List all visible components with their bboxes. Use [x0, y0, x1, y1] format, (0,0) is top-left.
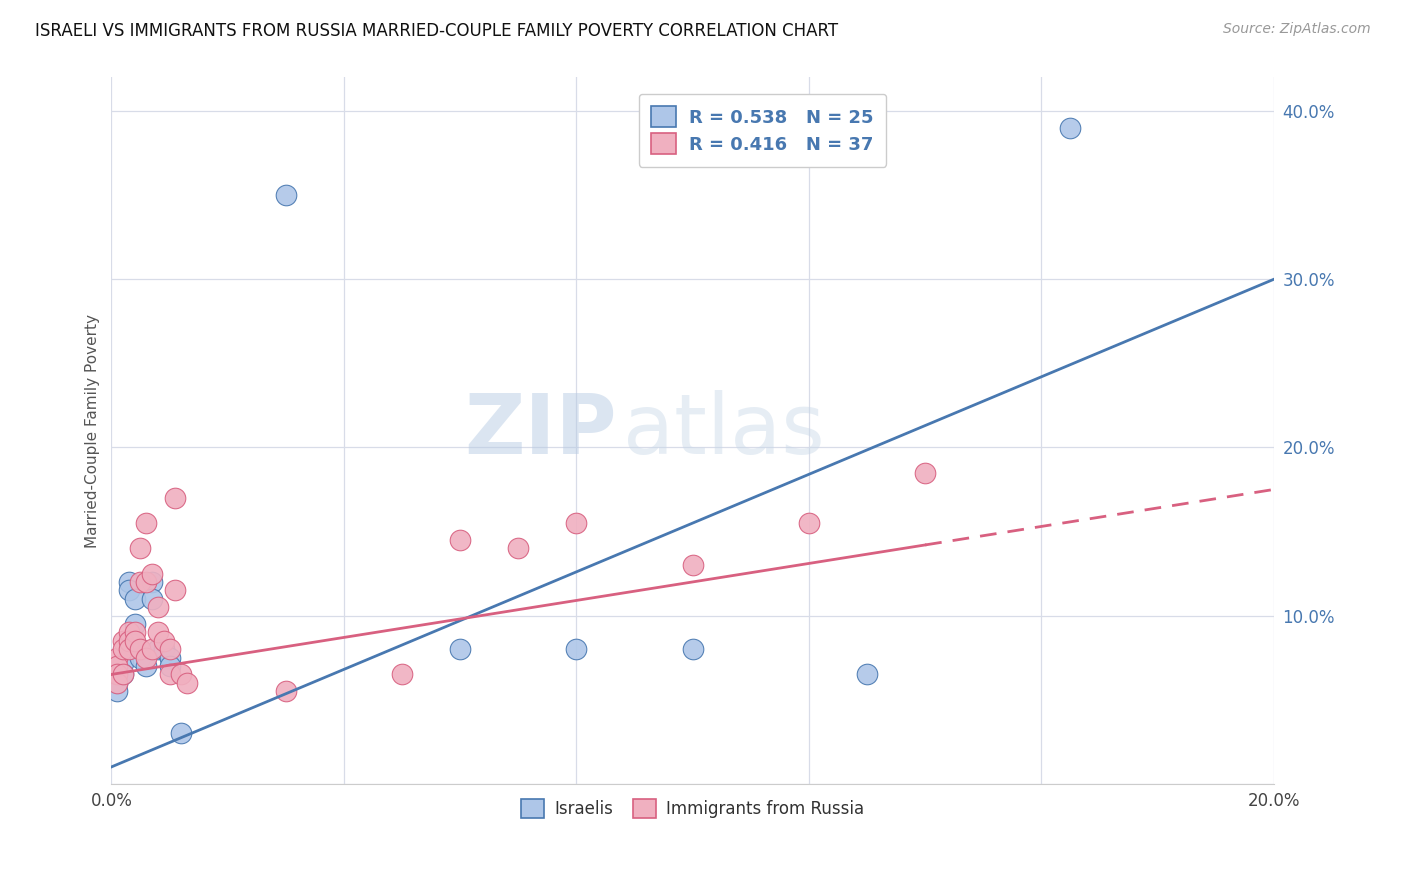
Point	[124, 633, 146, 648]
Point	[176, 676, 198, 690]
Point	[118, 583, 141, 598]
Point	[124, 625, 146, 640]
Text: atlas: atlas	[623, 390, 825, 471]
Point	[159, 650, 181, 665]
Point	[797, 516, 820, 530]
Point	[129, 642, 152, 657]
Point	[112, 656, 135, 670]
Point	[274, 684, 297, 698]
Point	[141, 574, 163, 589]
Text: ZIP: ZIP	[464, 390, 617, 471]
Point	[165, 583, 187, 598]
Point	[141, 642, 163, 657]
Point	[124, 591, 146, 606]
Point	[159, 667, 181, 681]
Point	[112, 642, 135, 657]
Point	[449, 533, 471, 547]
Text: ISRAELI VS IMMIGRANTS FROM RUSSIA MARRIED-COUPLE FAMILY POVERTY CORRELATION CHAR: ISRAELI VS IMMIGRANTS FROM RUSSIA MARRIE…	[35, 22, 838, 40]
Point	[1059, 120, 1081, 135]
Point	[152, 633, 174, 648]
Point	[129, 650, 152, 665]
Point	[112, 667, 135, 681]
Point	[105, 676, 128, 690]
Point	[118, 633, 141, 648]
Point	[112, 633, 135, 648]
Point	[141, 566, 163, 581]
Y-axis label: Married-Couple Family Poverty: Married-Couple Family Poverty	[86, 314, 100, 548]
Point	[159, 659, 181, 673]
Point	[165, 491, 187, 505]
Point	[146, 642, 169, 657]
Point	[159, 642, 181, 657]
Point	[146, 625, 169, 640]
Point	[118, 574, 141, 589]
Point	[129, 642, 152, 657]
Point	[135, 516, 157, 530]
Point	[135, 574, 157, 589]
Point	[105, 667, 128, 681]
Point	[170, 667, 193, 681]
Point	[508, 541, 530, 556]
Legend: Israelis, Immigrants from Russia: Israelis, Immigrants from Russia	[515, 792, 872, 825]
Point	[112, 667, 135, 681]
Point	[682, 642, 704, 657]
Point	[118, 642, 141, 657]
Point	[129, 574, 152, 589]
Point	[391, 667, 413, 681]
Point	[682, 558, 704, 573]
Point	[135, 659, 157, 673]
Text: Source: ZipAtlas.com: Source: ZipAtlas.com	[1223, 22, 1371, 37]
Point	[141, 591, 163, 606]
Point	[105, 667, 128, 681]
Point	[105, 676, 128, 690]
Point	[124, 617, 146, 632]
Point	[105, 684, 128, 698]
Point	[274, 188, 297, 202]
Point	[565, 642, 588, 657]
Point	[152, 642, 174, 657]
Point	[856, 667, 879, 681]
Point	[914, 466, 936, 480]
Point	[170, 726, 193, 740]
Point	[146, 600, 169, 615]
Point	[129, 541, 152, 556]
Point	[449, 642, 471, 657]
Point	[105, 650, 128, 665]
Point	[135, 650, 157, 665]
Point	[118, 625, 141, 640]
Point	[105, 659, 128, 673]
Point	[565, 516, 588, 530]
